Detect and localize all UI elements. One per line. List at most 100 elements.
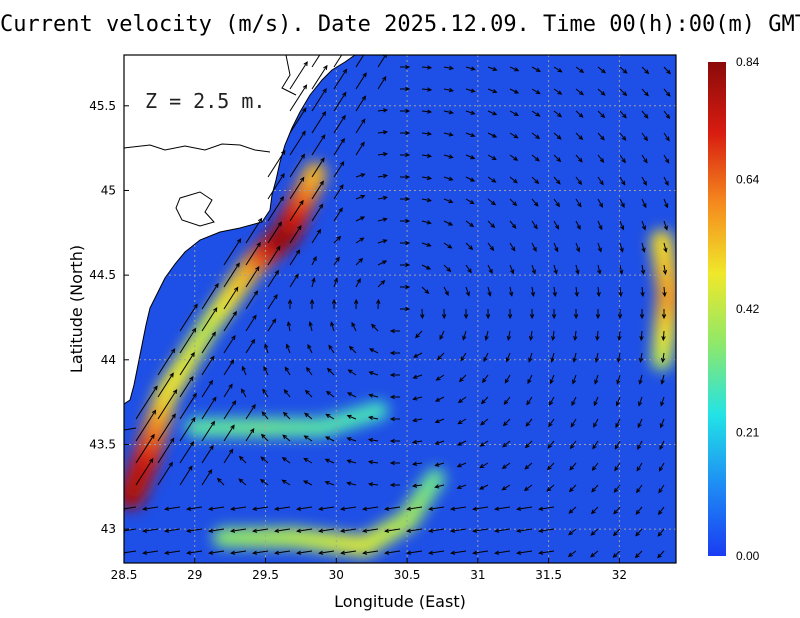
velocity-arrow xyxy=(245,290,259,310)
y-tick-label: 43 xyxy=(101,522,116,536)
velocity-arrow xyxy=(333,256,340,266)
velocity-arrow xyxy=(552,286,557,298)
velocity-arrow xyxy=(538,528,555,533)
velocity-arrow xyxy=(389,438,400,444)
velocity-arrow xyxy=(124,550,137,555)
velocity-arrow xyxy=(324,458,335,464)
velocity-arrow xyxy=(465,242,474,251)
velocity-arrow xyxy=(376,298,381,310)
velocity-arrow xyxy=(618,286,623,298)
velocity-arrow xyxy=(458,374,467,383)
velocity-arrow xyxy=(216,477,225,486)
velocity-arrow xyxy=(663,154,670,164)
velocity-arrow xyxy=(311,87,327,112)
velocity-arrow xyxy=(267,318,277,332)
velocity-arrow xyxy=(355,277,361,288)
velocity-arrow xyxy=(529,308,535,320)
velocity-arrow xyxy=(657,550,665,559)
speed-patch xyxy=(369,401,389,421)
velocity-arrow xyxy=(443,154,454,159)
velocity-arrow xyxy=(421,153,433,158)
colorbar-tick-label: 0.42 xyxy=(736,302,760,316)
velocity-arrow xyxy=(504,374,511,384)
velocity-arrow xyxy=(597,198,603,208)
velocity-arrow xyxy=(340,506,357,511)
velocity-arrow xyxy=(347,369,357,376)
velocity-arrow xyxy=(421,65,433,70)
velocity-arrow xyxy=(367,482,379,487)
velocity-arrow xyxy=(641,176,647,186)
velocity-arrow xyxy=(285,343,291,354)
velocity-arrow xyxy=(289,199,304,222)
velocity-arrow xyxy=(179,327,197,354)
velocity-arrow xyxy=(274,550,291,555)
velocity-arrow xyxy=(485,308,491,320)
velocity-arrow xyxy=(509,88,520,94)
velocity-arrow xyxy=(568,484,577,493)
velocity-arrow xyxy=(311,203,324,222)
velocity-arrow xyxy=(434,418,445,424)
velocity-arrow xyxy=(590,506,599,515)
velocity-arrow xyxy=(346,459,357,464)
velocity-arrow xyxy=(230,550,247,555)
velocity-arrow xyxy=(591,462,599,472)
velocity-arrow xyxy=(509,198,518,207)
velocity-arrow xyxy=(384,550,401,555)
velocity-arrow xyxy=(421,175,433,181)
coast-detail xyxy=(124,55,297,431)
y-tick-label: 44.5 xyxy=(89,268,116,282)
velocity-arrow xyxy=(479,440,489,447)
velocity-arrow xyxy=(487,110,498,116)
velocity-arrow xyxy=(538,506,555,511)
x-tick-label: 30 xyxy=(329,568,344,582)
velocity-arrow xyxy=(389,372,400,378)
velocity-arrow xyxy=(400,108,411,114)
x-axis-ticks: 28.5 29 29.5 30 30.5 31 31.5 32 xyxy=(111,558,627,582)
velocity-arrow xyxy=(516,550,533,555)
velocity-arrow xyxy=(456,462,467,468)
x-tick-label: 29.5 xyxy=(252,568,279,582)
velocity-arrow xyxy=(612,550,621,558)
velocity-arrow xyxy=(267,149,286,178)
velocity-arrow xyxy=(568,506,577,514)
velocity-arrow xyxy=(346,437,357,442)
velocity-arrow xyxy=(657,528,665,537)
velocity-arrow xyxy=(494,550,511,555)
colorbar-ticks: 0.00 0.21 0.42 0.64 0.84 xyxy=(736,55,760,563)
velocity-arrow xyxy=(367,460,379,465)
velocity-arrow xyxy=(506,330,512,341)
velocity-arrow xyxy=(614,440,621,450)
velocity-arrow xyxy=(487,286,492,297)
velocity-arrow xyxy=(527,374,533,385)
velocity-arrow xyxy=(575,176,583,186)
velocity-arrow xyxy=(230,506,247,511)
velocity-arrow xyxy=(400,306,411,312)
y-tick-label: 44 xyxy=(101,353,116,367)
velocity-arrow xyxy=(641,110,649,119)
velocity-arrow xyxy=(223,448,234,464)
velocity-arrow xyxy=(208,528,225,533)
velocity-arrow xyxy=(325,413,335,420)
velocity-arrow xyxy=(311,228,322,244)
velocity-arrow xyxy=(264,343,269,354)
velocity-arrow xyxy=(245,338,256,354)
velocity-arrow xyxy=(641,220,646,231)
velocity-arrow xyxy=(487,88,498,94)
velocity-arrow xyxy=(658,484,665,494)
velocity-arrow xyxy=(553,66,563,73)
velocity-arrow xyxy=(524,462,533,470)
velocity-arrow xyxy=(549,374,555,385)
velocity-arrow xyxy=(346,414,357,420)
velocity-arrow xyxy=(389,394,400,400)
velocity-arrow xyxy=(289,273,299,288)
velocity-arrow xyxy=(362,528,379,533)
velocity-arrow xyxy=(465,264,472,274)
velocity-arrow xyxy=(304,389,313,398)
velocity-arrow xyxy=(597,242,602,253)
velocity-arrow xyxy=(284,366,291,376)
velocity-arrow xyxy=(346,481,357,486)
velocity-arrow xyxy=(660,374,665,385)
velocity-arrow xyxy=(245,403,256,420)
velocity-arrow xyxy=(411,439,423,445)
